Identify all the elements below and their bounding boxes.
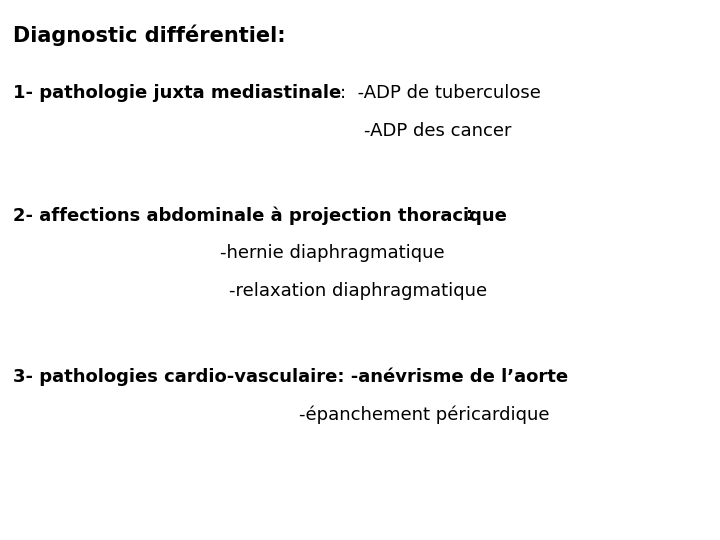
Text: 2- affections abdominale à projection thoracique: 2- affections abdominale à projection th…: [13, 206, 507, 225]
Text: -hernie diaphragmatique: -hernie diaphragmatique: [220, 244, 444, 262]
Text: -relaxation diaphragmatique: -relaxation diaphragmatique: [229, 282, 487, 300]
Text: :  -ADP de tuberculose: : -ADP de tuberculose: [340, 84, 541, 102]
Text: 3- pathologies cardio-vasculaire: -anévrisme de l’aorte: 3- pathologies cardio-vasculaire: -anévr…: [13, 367, 568, 386]
Text: 1- pathologie juxta mediastinale: 1- pathologie juxta mediastinale: [13, 84, 341, 102]
Text: -épanchement péricardique: -épanchement péricardique: [299, 405, 549, 423]
Text: :: :: [466, 206, 473, 224]
Text: -ADP des cancer: -ADP des cancer: [364, 122, 511, 139]
Text: Diagnostic différentiel:: Diagnostic différentiel:: [13, 24, 286, 46]
